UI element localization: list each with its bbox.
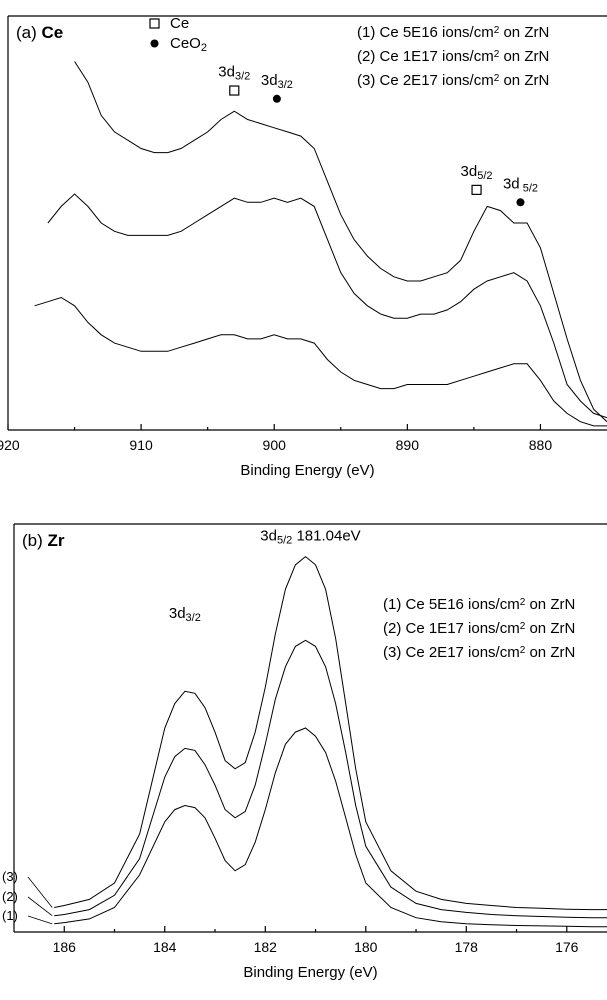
series-group [54,555,607,928]
series-legend: (1) Ce 5E16 ions/cm2 on ZrN(2) Ce 1E17 i… [383,596,575,661]
peak-label-main: 3d [461,163,478,180]
x-tick-label: 186 [53,939,77,955]
peak-label: 3d3/2 [169,605,201,624]
peak-label-subscript: 3/2 [235,70,250,82]
marker-legend: Ce CeO2 [149,15,207,54]
series-line-2 [54,639,607,919]
legend-series-suffix: on ZrN [525,620,575,637]
peak-open-square-marker [229,85,240,96]
legend-series-text: (3) Ce 2E17 ions/cm2 on ZrN [383,644,575,661]
legend-marker-text: Ce [170,15,189,32]
legend-marker-subscript: 2 [201,42,207,54]
x-tick-label: 178 [455,939,479,955]
legend-filled-circle-marker [150,39,159,48]
x-tick-label: 180 [354,939,378,955]
peak-label-main: 3d [261,72,278,89]
x-tick-label: 900 [263,437,287,453]
x-tick-label: 182 [254,939,278,955]
peak-label-subscript: 3/2 [278,79,293,91]
legend-marker-text: CeO2 [170,35,207,54]
x-tick-group: 186 184 182 180 178 176 [53,926,579,955]
legend-series-prefix: (1) Ce 5E16 ions/cm [383,596,520,613]
legend-series-suffix: on ZrN [499,24,549,41]
legend-series-prefix: (3) Ce 2E17 ions/cm [383,644,520,661]
legend-series-prefix: (3) Ce 2E17 ions/cm [357,72,494,89]
x-tick-label: 880 [529,437,553,453]
peak-label: 3d3/2 [218,64,250,83]
legend-series-text: (2) Ce 1E17 ions/cm2 on ZrN [357,48,549,65]
panel-element-name: Zr [48,531,65,550]
peak-label: 3d3/2 [261,72,293,91]
series-group [34,61,607,427]
legend-marker-name: CeO [170,35,201,52]
legend-open-square-marker [149,18,160,29]
legend-series-prefix: (2) Ce 1E17 ions/cm [357,48,494,65]
x-tick-label: 910 [129,437,153,453]
curve-labels: (3) (2) (1) [2,869,53,925]
panel-b-zr: 186 184 182 180 178 176 Binding Energy (eV) (b)… [2,523,607,981]
series-line-1 [54,727,607,928]
curve-label: (1) [2,908,18,923]
peak-label-subscript: 5/2 [277,534,292,546]
curve-label-leader [27,876,53,908]
legend-series-superscript: 2 [520,645,526,656]
x-tick-label: 184 [153,939,177,955]
legend-series-superscript: 2 [494,73,500,84]
legend-series-superscript: 2 [520,621,526,632]
legend-series-prefix: (2) Ce 1E17 ions/cm [383,620,520,637]
legend-series-suffix: on ZrN [525,644,575,661]
peak-label-subscript: 5/2 [520,182,538,194]
peak-label-subscript: 5/2 [477,170,492,182]
x-tick-label: 890 [396,437,420,453]
peak-label-main: 3d [218,64,235,81]
legend-series-superscript: 2 [520,597,526,608]
legend-marker-name: Ce [170,15,189,32]
legend-series-superscript: 2 [494,25,500,36]
legend-series-text: (2) Ce 1E17 ions/cm2 on ZrN [383,620,575,637]
peak-label: 3d5/2 [461,163,493,182]
peak-filled-circle-marker [516,198,525,207]
panel-a-ce: 920 910 900 890 880 Binding Energy (eV) (a) Ce… [0,15,607,479]
curve-label: (2) [2,889,18,904]
legend-series-prefix: (1) Ce 5E16 ions/cm [357,24,494,41]
peak-label-main: 3d [503,175,520,192]
x-tick-label: 920 [0,437,20,453]
x-tick-group: 920 910 900 890 880 [0,424,552,453]
legend-series-text: (1) Ce 5E16 ions/cm2 on ZrN [357,24,549,41]
series-line-3 [34,296,607,427]
peak-label: 3d 5/2 [503,175,538,194]
curve-label-leader [27,915,53,925]
panel-element-name: Ce [42,23,64,42]
curve-label: (3) [2,869,18,884]
series-legend: (1) Ce 5E16 ions/cm2 on ZrN(2) Ce 1E17 i… [357,24,549,89]
panel-label: (b) [22,531,43,550]
legend-series-suffix: on ZrN [499,72,549,89]
peak-open-square-marker [471,184,482,195]
series-line-2 [47,193,607,419]
panel-label: (a) [16,23,37,42]
peak-label-subscript: 3/2 [186,612,201,624]
legend-series-suffix: on ZrN [499,48,549,65]
panel-title: (b) Zr [22,531,65,550]
legend-series-text: (3) Ce 2E17 ions/cm2 on ZrN [357,72,549,89]
peak-filled-circle-marker [272,94,281,103]
peak-label-value: 181.04eV [292,528,360,545]
x-axis-title: Binding Energy (eV) [243,964,377,981]
peak-label-main: 3d [169,605,186,622]
legend-series-superscript: 2 [494,49,500,60]
series-line-1 [74,61,607,423]
legend-series-suffix: on ZrN [525,596,575,613]
peak-label-main: 3d [260,528,277,545]
x-axis-title: Binding Energy (eV) [240,462,374,479]
peak-label: 3d5/2 181.04eV [260,528,360,547]
series-line-3 [54,555,607,911]
curve-label-leader [27,896,53,916]
legend-series-text: (1) Ce 5E16 ions/cm2 on ZrN [383,596,575,613]
x-tick-label: 176 [555,939,579,955]
panel-title: (a) Ce [16,23,63,42]
